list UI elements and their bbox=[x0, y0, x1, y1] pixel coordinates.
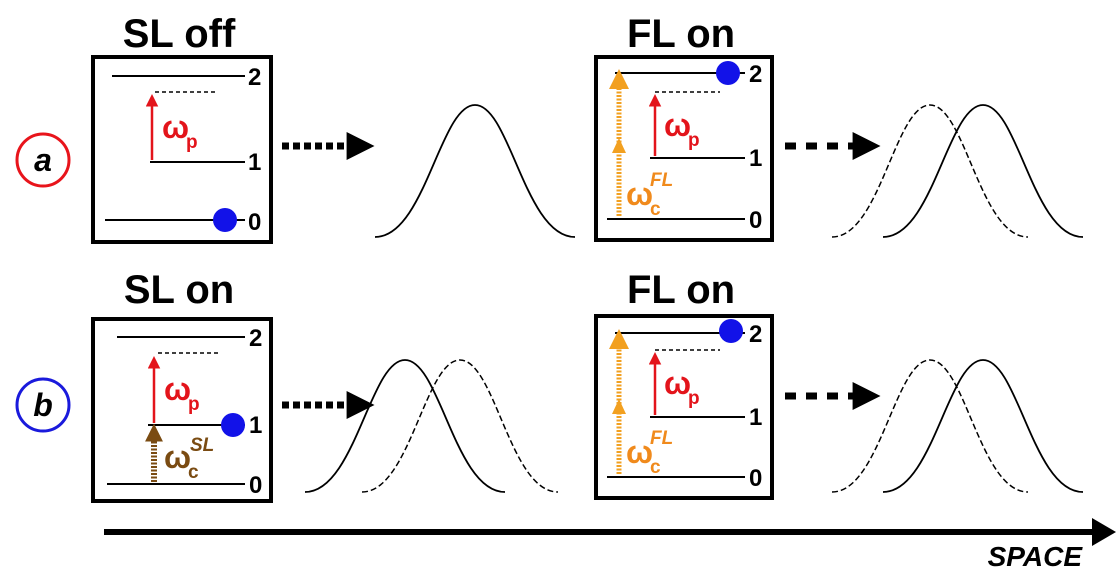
svg-text:p: p bbox=[188, 394, 200, 415]
row-label-b-text: b bbox=[33, 387, 53, 423]
row-a: a SL off 2 1 0 ω p FL on bbox=[15, 12, 1084, 244]
wavepacket-solid bbox=[882, 104, 1084, 238]
row-b: b SL on 2 1 0 ω p ω c SL bbox=[15, 268, 1084, 503]
svg-text:c: c bbox=[650, 199, 661, 220]
panel-title: FL on bbox=[627, 268, 735, 312]
level-1-label: 1 bbox=[248, 149, 261, 176]
svg-text:c: c bbox=[650, 457, 661, 478]
svg-text:SL: SL bbox=[190, 435, 214, 456]
svg-text:p: p bbox=[688, 388, 700, 409]
svg-text:ω: ω bbox=[626, 434, 653, 470]
svg-text:FL: FL bbox=[650, 428, 673, 449]
level-0-label: 0 bbox=[749, 465, 762, 492]
pump-label: ω p bbox=[664, 107, 700, 151]
row-label-a-circle bbox=[15, 132, 71, 188]
atom-dot bbox=[719, 319, 743, 343]
svg-text:FL: FL bbox=[650, 170, 673, 191]
atom-dot bbox=[213, 208, 237, 232]
control-arrow-mid-head bbox=[612, 138, 626, 153]
svg-text:ω: ω bbox=[164, 371, 191, 407]
svg-text:ω: ω bbox=[664, 107, 691, 143]
svg-text:ω: ω bbox=[162, 109, 189, 145]
svg-text:ω: ω bbox=[164, 439, 191, 475]
level-box bbox=[91, 55, 273, 244]
row-label-a: a bbox=[15, 132, 71, 188]
pump-label: ω p bbox=[664, 365, 700, 409]
control-arrow-mid-head bbox=[612, 399, 626, 414]
svg-text:p: p bbox=[688, 130, 700, 151]
row-label-a-text: a bbox=[34, 142, 52, 178]
panel-a-fl-on: FL on 2 1 0 ω p ω c FL bbox=[594, 12, 774, 242]
panel-a-sl-off: SL off 2 1 0 ω p bbox=[91, 12, 273, 244]
row-label-b: b bbox=[15, 377, 71, 433]
panel-b-fl-on: FL on 2 1 0 ω p ω c FL bbox=[594, 268, 774, 500]
level-2-label: 2 bbox=[248, 64, 261, 91]
wavepacket-solid bbox=[882, 359, 1084, 493]
row-label-b-circle bbox=[15, 377, 71, 433]
panel-title: SL off bbox=[123, 12, 236, 56]
control-label: ω c FL bbox=[626, 170, 673, 220]
level-2-label: 2 bbox=[749, 61, 762, 88]
wavepacket-dashed bbox=[831, 359, 1029, 493]
level-1-label: 1 bbox=[249, 412, 262, 439]
level-0-label: 0 bbox=[248, 209, 261, 236]
atom-dot bbox=[221, 413, 245, 437]
panel-title: SL on bbox=[124, 268, 234, 312]
space-axis: SPACE bbox=[104, 518, 1116, 571]
wavepacket-dashed bbox=[361, 359, 559, 493]
level-0-label: 0 bbox=[249, 472, 262, 499]
control-label: ω c SL bbox=[164, 435, 214, 483]
panel-b-sl-on: SL on 2 1 0 ω p ω c SL bbox=[91, 268, 273, 503]
svg-text:ω: ω bbox=[664, 365, 691, 401]
svg-text:c: c bbox=[188, 462, 199, 483]
control-label: ω c FL bbox=[626, 428, 673, 478]
space-axis-arrowhead bbox=[1092, 518, 1116, 546]
level-box bbox=[91, 317, 273, 503]
svg-text:p: p bbox=[186, 132, 198, 153]
wavepacket-solid bbox=[304, 359, 506, 493]
svg-text:ω: ω bbox=[626, 176, 653, 212]
level-2-label: 2 bbox=[249, 325, 262, 352]
level-1-label: 1 bbox=[749, 404, 762, 431]
panel-title: FL on bbox=[627, 12, 735, 56]
wavepacket-solid bbox=[374, 104, 576, 238]
atom-dot bbox=[716, 61, 740, 85]
level-box bbox=[594, 55, 774, 242]
level-0-label: 0 bbox=[749, 207, 762, 234]
pump-label: ω p bbox=[162, 109, 198, 153]
pump-label: ω p bbox=[164, 371, 200, 415]
level-2-label: 2 bbox=[749, 321, 762, 348]
wavepacket-dashed bbox=[831, 104, 1029, 238]
space-axis-label: SPACE bbox=[988, 541, 1084, 571]
level-1-label: 1 bbox=[749, 145, 762, 172]
